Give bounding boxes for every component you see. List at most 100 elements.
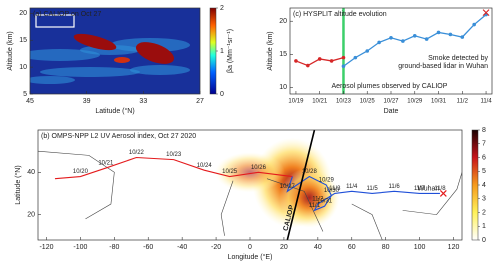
point-marker xyxy=(306,63,310,68)
x-tick-label: 20 xyxy=(280,244,288,251)
point-marker xyxy=(377,40,381,45)
colorbar-tick-label: 0 xyxy=(220,91,224,98)
point-marker xyxy=(365,49,370,53)
point-label: Wuhan xyxy=(417,185,439,192)
point-label: 10/20 xyxy=(73,169,89,175)
point-label: 10/23 xyxy=(166,152,182,158)
point-marker xyxy=(448,32,453,37)
point-label: 10/26 xyxy=(251,165,267,171)
colorbar-tick-label: 4 xyxy=(482,182,486,189)
x-tick-label: 10/27 xyxy=(383,99,399,105)
y-tick-label: 20 xyxy=(19,10,27,17)
point-marker xyxy=(401,39,405,43)
y-tick-label: 10 xyxy=(279,84,287,91)
backscatter xyxy=(114,57,130,63)
point-label: 10/28 xyxy=(302,169,318,175)
plot-frame xyxy=(29,7,201,95)
point-marker xyxy=(482,9,490,17)
plot-area xyxy=(38,130,462,240)
plot-area xyxy=(30,8,200,94)
x-tick-label: 0 xyxy=(248,244,252,251)
colorbar-tick-label: 6 xyxy=(482,154,486,161)
annotation: ground-based lidar in Wuhan xyxy=(398,63,488,70)
x-axis-label: Date xyxy=(384,108,399,115)
y-tick-label: 10 xyxy=(19,64,27,71)
x-tick-label: -120 xyxy=(39,244,53,251)
colorbar-tick-label: 3 xyxy=(482,196,486,203)
point-label: 11/5 xyxy=(366,186,378,192)
colorbar-tick-label: 7 xyxy=(482,141,486,148)
x-tick-label: -80 xyxy=(109,244,119,251)
x-tick-label: 33 xyxy=(139,98,147,105)
colorbar-label: βa (Mm⁻¹sr⁻¹) xyxy=(227,29,234,73)
x-tick-label: 100 xyxy=(414,244,426,251)
point-label: 10/31 xyxy=(317,199,333,205)
x-tick-label: 27 xyxy=(196,98,204,105)
y-axis-label: Altitude (km) xyxy=(267,31,274,70)
colorbar-tick-label: 0 xyxy=(482,237,486,244)
y-tick-label: 20 xyxy=(279,18,287,25)
trajectory xyxy=(286,175,440,212)
point-marker xyxy=(353,55,358,60)
trajectory xyxy=(286,130,316,240)
backscatter xyxy=(40,67,140,77)
point-label: 11/8 xyxy=(434,186,446,192)
colorbar-tick-label: 5 xyxy=(482,168,486,175)
colorbar-tick-label: 2 xyxy=(220,5,224,12)
colorbar xyxy=(471,129,479,241)
point-marker xyxy=(317,57,322,61)
point-label: 10/27 xyxy=(280,184,296,190)
colorbar xyxy=(209,7,217,95)
x-tick-label: 10/25 xyxy=(360,99,376,105)
point-label: 10/24 xyxy=(197,163,213,169)
y-tick-label: 40 xyxy=(27,169,35,176)
x-tick-label: 80 xyxy=(382,244,390,251)
annotation: Aerosol plumes observed by CALIOP xyxy=(331,83,447,90)
x-tick-label: -20 xyxy=(211,244,221,251)
trajectory xyxy=(54,156,293,180)
point-label: 10/29 xyxy=(319,178,335,184)
point-marker xyxy=(294,59,298,63)
point-label: 11/6 xyxy=(389,184,401,190)
backscatter xyxy=(30,49,100,61)
x-axis-label: Latitude (°N) xyxy=(95,107,134,115)
colorbar-tick-label: 1 xyxy=(482,223,486,230)
point-marker xyxy=(329,59,334,63)
highlight-box xyxy=(35,14,75,28)
x-tick-label: 120 xyxy=(448,244,460,251)
x-tick-label: 11/2 xyxy=(457,99,469,105)
panel-title: (a) CALIOP on Oct 27 xyxy=(33,11,101,18)
y-axis-label: Latitude (°N) xyxy=(14,165,22,204)
point-label: 11/4 xyxy=(346,184,358,190)
point-marker xyxy=(341,64,346,69)
plot-frame xyxy=(289,7,493,95)
point-marker xyxy=(436,30,441,35)
colorbar-tick-label: 1 xyxy=(220,48,224,55)
x-tick-label: 60 xyxy=(348,244,356,251)
point-label: 10/30 xyxy=(324,188,340,194)
x-tick-label: 10/19 xyxy=(288,99,304,105)
backscatter xyxy=(130,65,190,75)
point-label: 11/1 xyxy=(309,203,321,209)
x-tick-label: -100 xyxy=(73,244,87,251)
x-tick-label: 10/29 xyxy=(407,99,423,105)
point-marker xyxy=(439,190,447,197)
colorbar-tick-label: 2 xyxy=(482,209,486,216)
colorbar-tick-label: 8 xyxy=(482,127,486,134)
x-tick-label: 10/23 xyxy=(336,99,352,105)
point-label: 11/3 xyxy=(329,186,341,192)
point-marker xyxy=(412,33,417,38)
point-label: 11/2 xyxy=(312,197,324,203)
point-marker xyxy=(472,22,476,27)
annotation: Smoke detected by xyxy=(428,55,488,62)
x-axis-label: Longitude (°E) xyxy=(228,253,273,261)
point-label: 10/22 xyxy=(129,150,145,156)
point-marker xyxy=(389,35,393,40)
coastline xyxy=(38,150,462,240)
point-label: 10/25 xyxy=(222,169,238,175)
point-marker xyxy=(424,37,429,41)
point-label: 10/21 xyxy=(98,161,114,167)
x-tick-label: -60 xyxy=(143,244,153,251)
y-tick-label: 5 xyxy=(23,91,27,98)
